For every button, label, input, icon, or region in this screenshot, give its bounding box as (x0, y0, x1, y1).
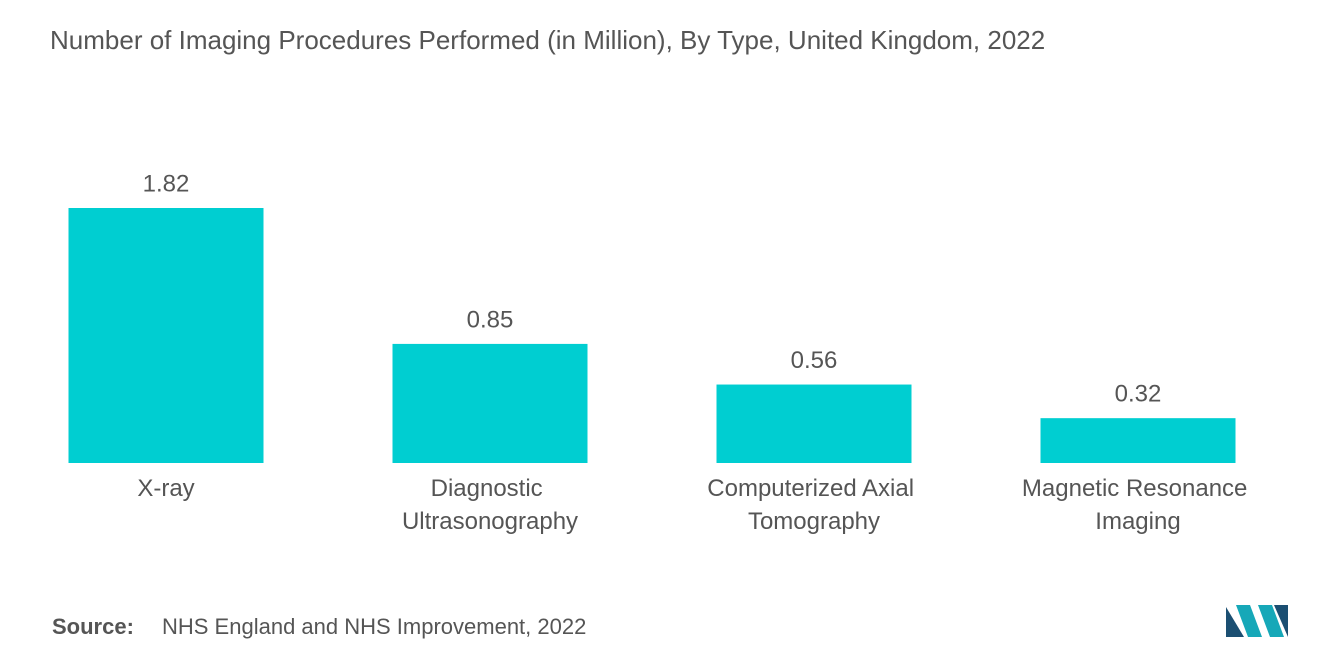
x-tick-label: Computerized Axial Tomography (707, 475, 920, 535)
value-label: 0.32 (1115, 381, 1162, 408)
bar (392, 343, 588, 463)
value-label: 0.85 (467, 306, 514, 333)
bar (1040, 418, 1236, 463)
source-text: NHS England and NHS Improvement, 2022 (162, 614, 586, 639)
value-label: 0.56 (791, 347, 838, 374)
chart-title: Number of Imaging Procedures Performed (… (50, 25, 1045, 55)
x-tick-label: X-ray (137, 475, 194, 502)
source-label: Source: (52, 614, 134, 639)
bar (716, 384, 912, 463)
bar (68, 208, 264, 463)
x-tick-label: Magnetic Resonance Imaging (1022, 475, 1254, 535)
logo (1226, 605, 1288, 637)
value-label: 1.82 (143, 170, 190, 197)
x-tick-label: Diagnostic Ultrasonography (402, 475, 578, 535)
